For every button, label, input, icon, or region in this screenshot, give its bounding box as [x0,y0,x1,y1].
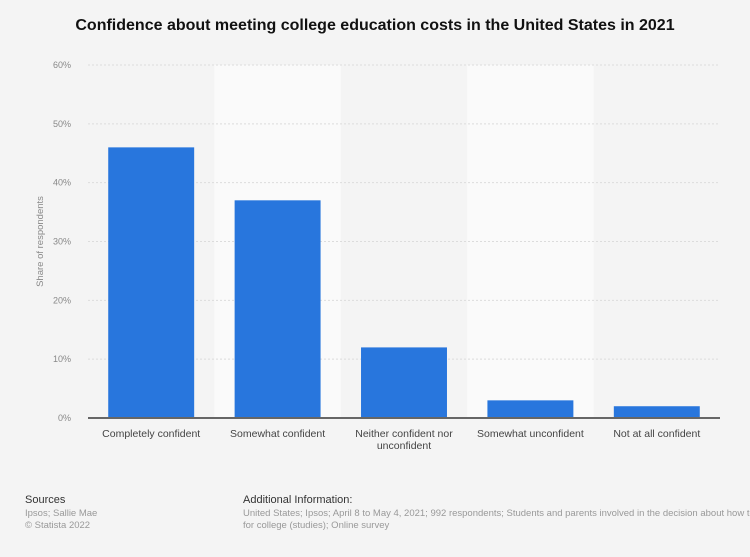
x-tick-label: Neither confident nor [355,428,453,440]
sources-text: Ipsos; Sallie Mae [25,508,98,519]
band-background [467,65,594,418]
y-tick-label: 60% [53,60,71,70]
y-tick-label: 40% [53,178,71,188]
x-tick-label: Somewhat confident [230,428,325,440]
chart-title: Confidence about meeting college educati… [75,17,675,34]
copyright: © Statista 2022 [25,520,91,531]
sources-block: Sources Ipsos; Sallie Mae © Statista 202… [25,494,97,532]
bar [361,347,447,418]
additional-info-text: United States; Ipsos; April 8 to May 4, … [243,508,750,531]
bar-chart: 0% 10% 20% 30% 40% 50% 60% Share of respondents… [35,60,720,452]
y-tick-label: 50% [53,119,71,129]
y-tick-label: 0% [58,413,71,423]
bar [234,200,321,418]
bar [108,147,195,418]
y-tick-label: 10% [53,354,71,364]
sources-heading: Sources [25,494,66,506]
additional-info-heading: Additional Information: [243,494,353,506]
x-tick-label: Somewhat unconfident [477,428,584,440]
x-tick-label: Completely confident [102,428,200,440]
x-tick-label: unconfident [377,440,431,452]
y-tick-label: 30% [53,237,71,247]
y-axis-label: Share of respondents [35,196,46,287]
additional-info-block: Additional Information: United States; I… [243,494,750,532]
x-tick-label: Not at all confident [613,428,700,440]
bar [487,400,574,418]
y-tick-label: 20% [53,295,71,305]
bar [613,406,700,418]
